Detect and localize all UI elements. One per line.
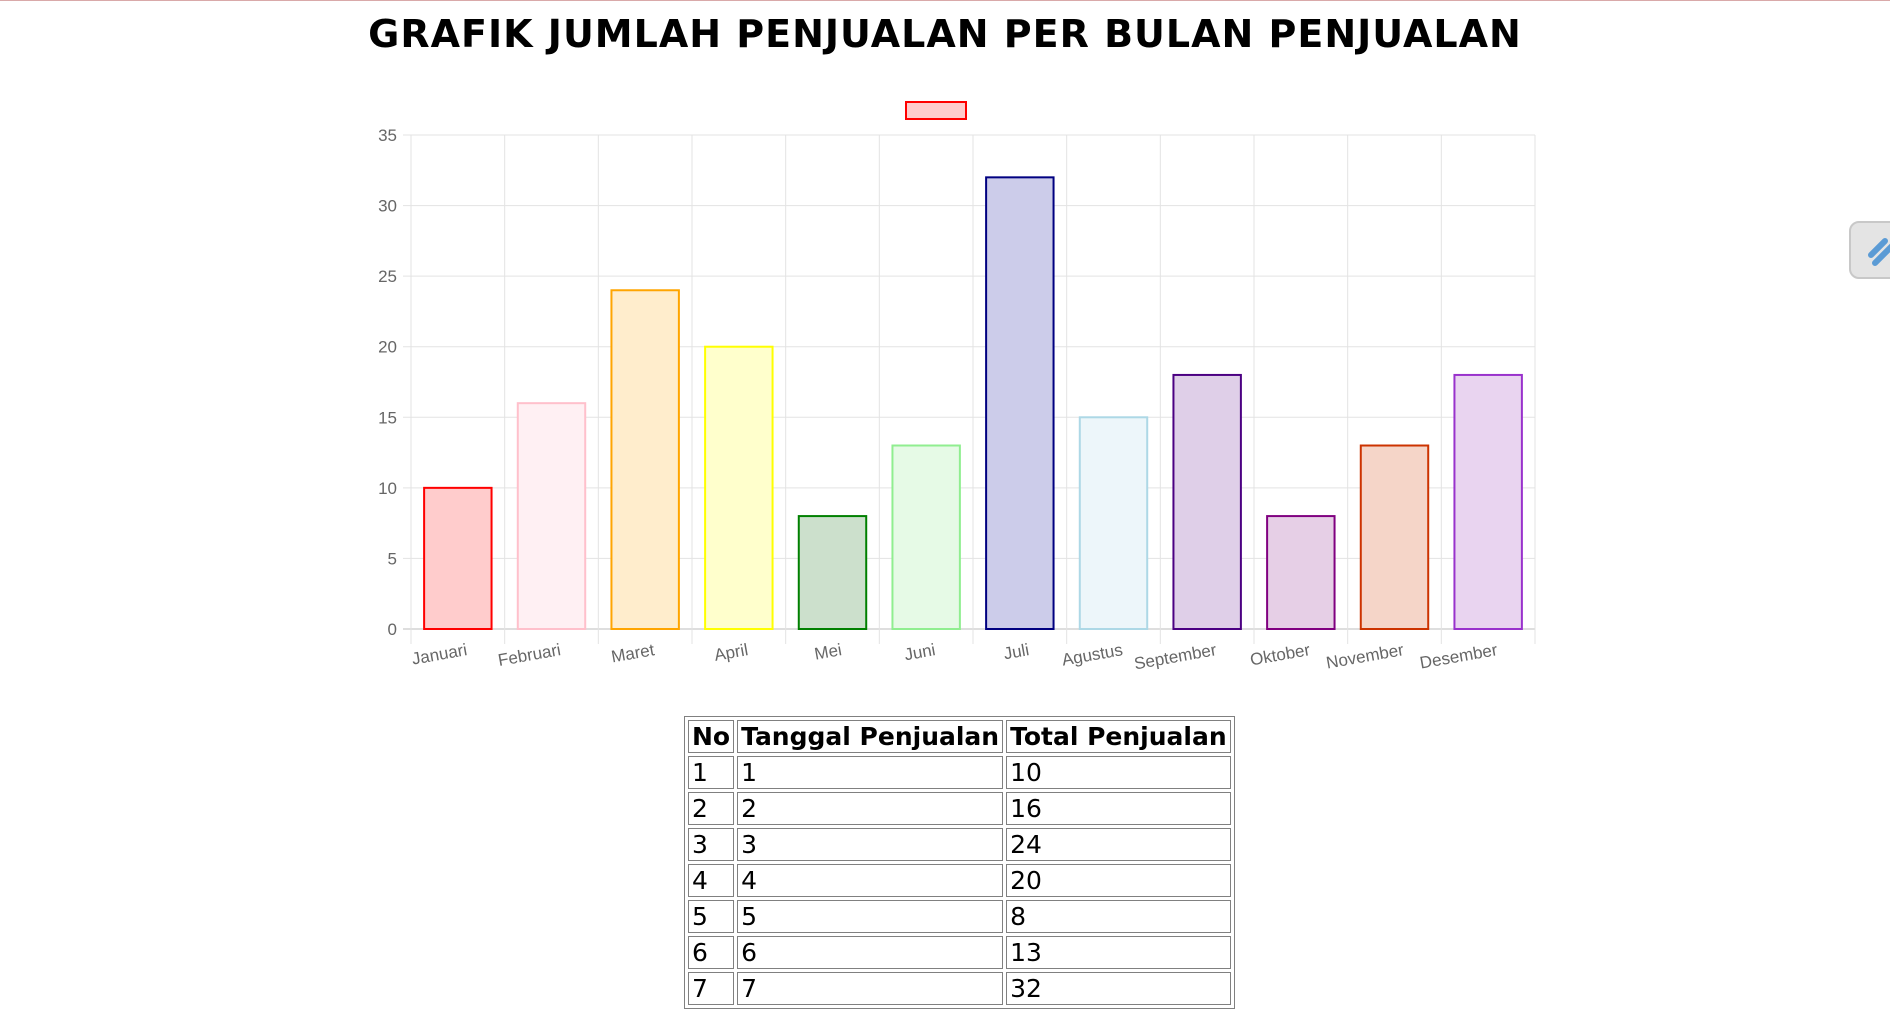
bar (1078, 416, 1149, 630)
bar (516, 402, 587, 630)
x-tick-label: Desember (1418, 640, 1499, 672)
x-tick-label: Februari (497, 640, 563, 670)
x-tick-label: Juni (903, 640, 937, 664)
x-tick-label: Mei (813, 640, 843, 663)
x-tick-label: November (1325, 640, 1406, 672)
cell-tanggal: 2 (737, 792, 1004, 825)
cell-tanggal: 1 (737, 756, 1004, 789)
top-divider (0, 0, 1890, 1)
y-tick-label: 20 (378, 338, 397, 357)
y-tick-label: 30 (378, 197, 397, 216)
x-tick-label: Oktober (1249, 640, 1312, 669)
y-tick-label: 35 (378, 126, 397, 145)
cell-no: 2 (688, 792, 735, 825)
cell-tanggal: 7 (737, 972, 1004, 1005)
header-tanggal: Tanggal Penjualan (737, 720, 1004, 753)
bar (797, 515, 868, 630)
page-title: GRAFIK JUMLAH PENJUALAN PER BULAN PENJUA… (368, 12, 1522, 56)
resize-handle-icon (1868, 238, 1890, 266)
cell-no: 7 (688, 972, 735, 1005)
bar (610, 289, 680, 630)
x-tick-label: Maret (610, 640, 656, 666)
side-drag-handle[interactable] (1849, 221, 1890, 279)
cell-tanggal: 5 (737, 900, 1004, 933)
x-tick-label: April (713, 640, 750, 665)
legend-swatch (905, 101, 967, 120)
bar (1453, 373, 1523, 631)
bar (423, 486, 493, 630)
table-header-row: No Tanggal Penjualan Total Penjualan (688, 720, 1231, 753)
cell-total: 32 (1006, 972, 1231, 1005)
cell-total: 13 (1006, 936, 1231, 969)
bar (704, 345, 774, 630)
bar (1266, 515, 1336, 630)
bar (1359, 444, 1430, 630)
table-row: 3 3 24 (688, 828, 1231, 861)
cell-no: 1 (688, 756, 735, 789)
y-tick-label: 5 (388, 549, 397, 568)
bar (891, 444, 961, 630)
y-tick-label: 0 (388, 620, 397, 639)
cell-no: 4 (688, 864, 735, 897)
table-row: 6 6 13 (688, 936, 1231, 969)
table-row: 7 7 32 (688, 972, 1231, 1005)
bar (985, 176, 1055, 630)
x-tick-label: Juli (1002, 640, 1030, 663)
x-tick-label: September (1133, 640, 1219, 673)
y-tick-label: 10 (378, 479, 397, 498)
cell-total: 16 (1006, 792, 1231, 825)
table-row: 1 1 10 (688, 756, 1231, 789)
cell-no: 3 (688, 828, 735, 861)
table-row: 2 2 16 (688, 792, 1231, 825)
cell-tanggal: 6 (737, 936, 1004, 969)
cell-total: 10 (1006, 756, 1231, 789)
bar-chart: 0 5 10 15 20 25 30 35 Januari Februari Maret April M… (378, 101, 1536, 673)
cell-total: 8 (1006, 900, 1231, 933)
table-body: 1 1 10 2 2 16 3 3 24 4 4 20 5 5 8 6 6 13 7 7 32 (688, 756, 1231, 1005)
cell-no: 6 (688, 936, 735, 969)
header-no: No (688, 720, 735, 753)
header-total: Total Penjualan (1006, 720, 1231, 753)
x-tick-label: Januari (410, 640, 468, 668)
table-row: 4 4 20 (688, 864, 1231, 897)
bar (1172, 373, 1242, 631)
cell-total: 24 (1006, 828, 1231, 861)
cell-tanggal: 3 (737, 828, 1004, 861)
y-tick-label: 15 (378, 408, 397, 427)
y-tick-label: 25 (378, 267, 397, 286)
cell-total: 20 (1006, 864, 1231, 897)
x-tick-label: Agustus (1060, 640, 1124, 669)
cell-no: 5 (688, 900, 735, 933)
cell-tanggal: 4 (737, 864, 1004, 897)
